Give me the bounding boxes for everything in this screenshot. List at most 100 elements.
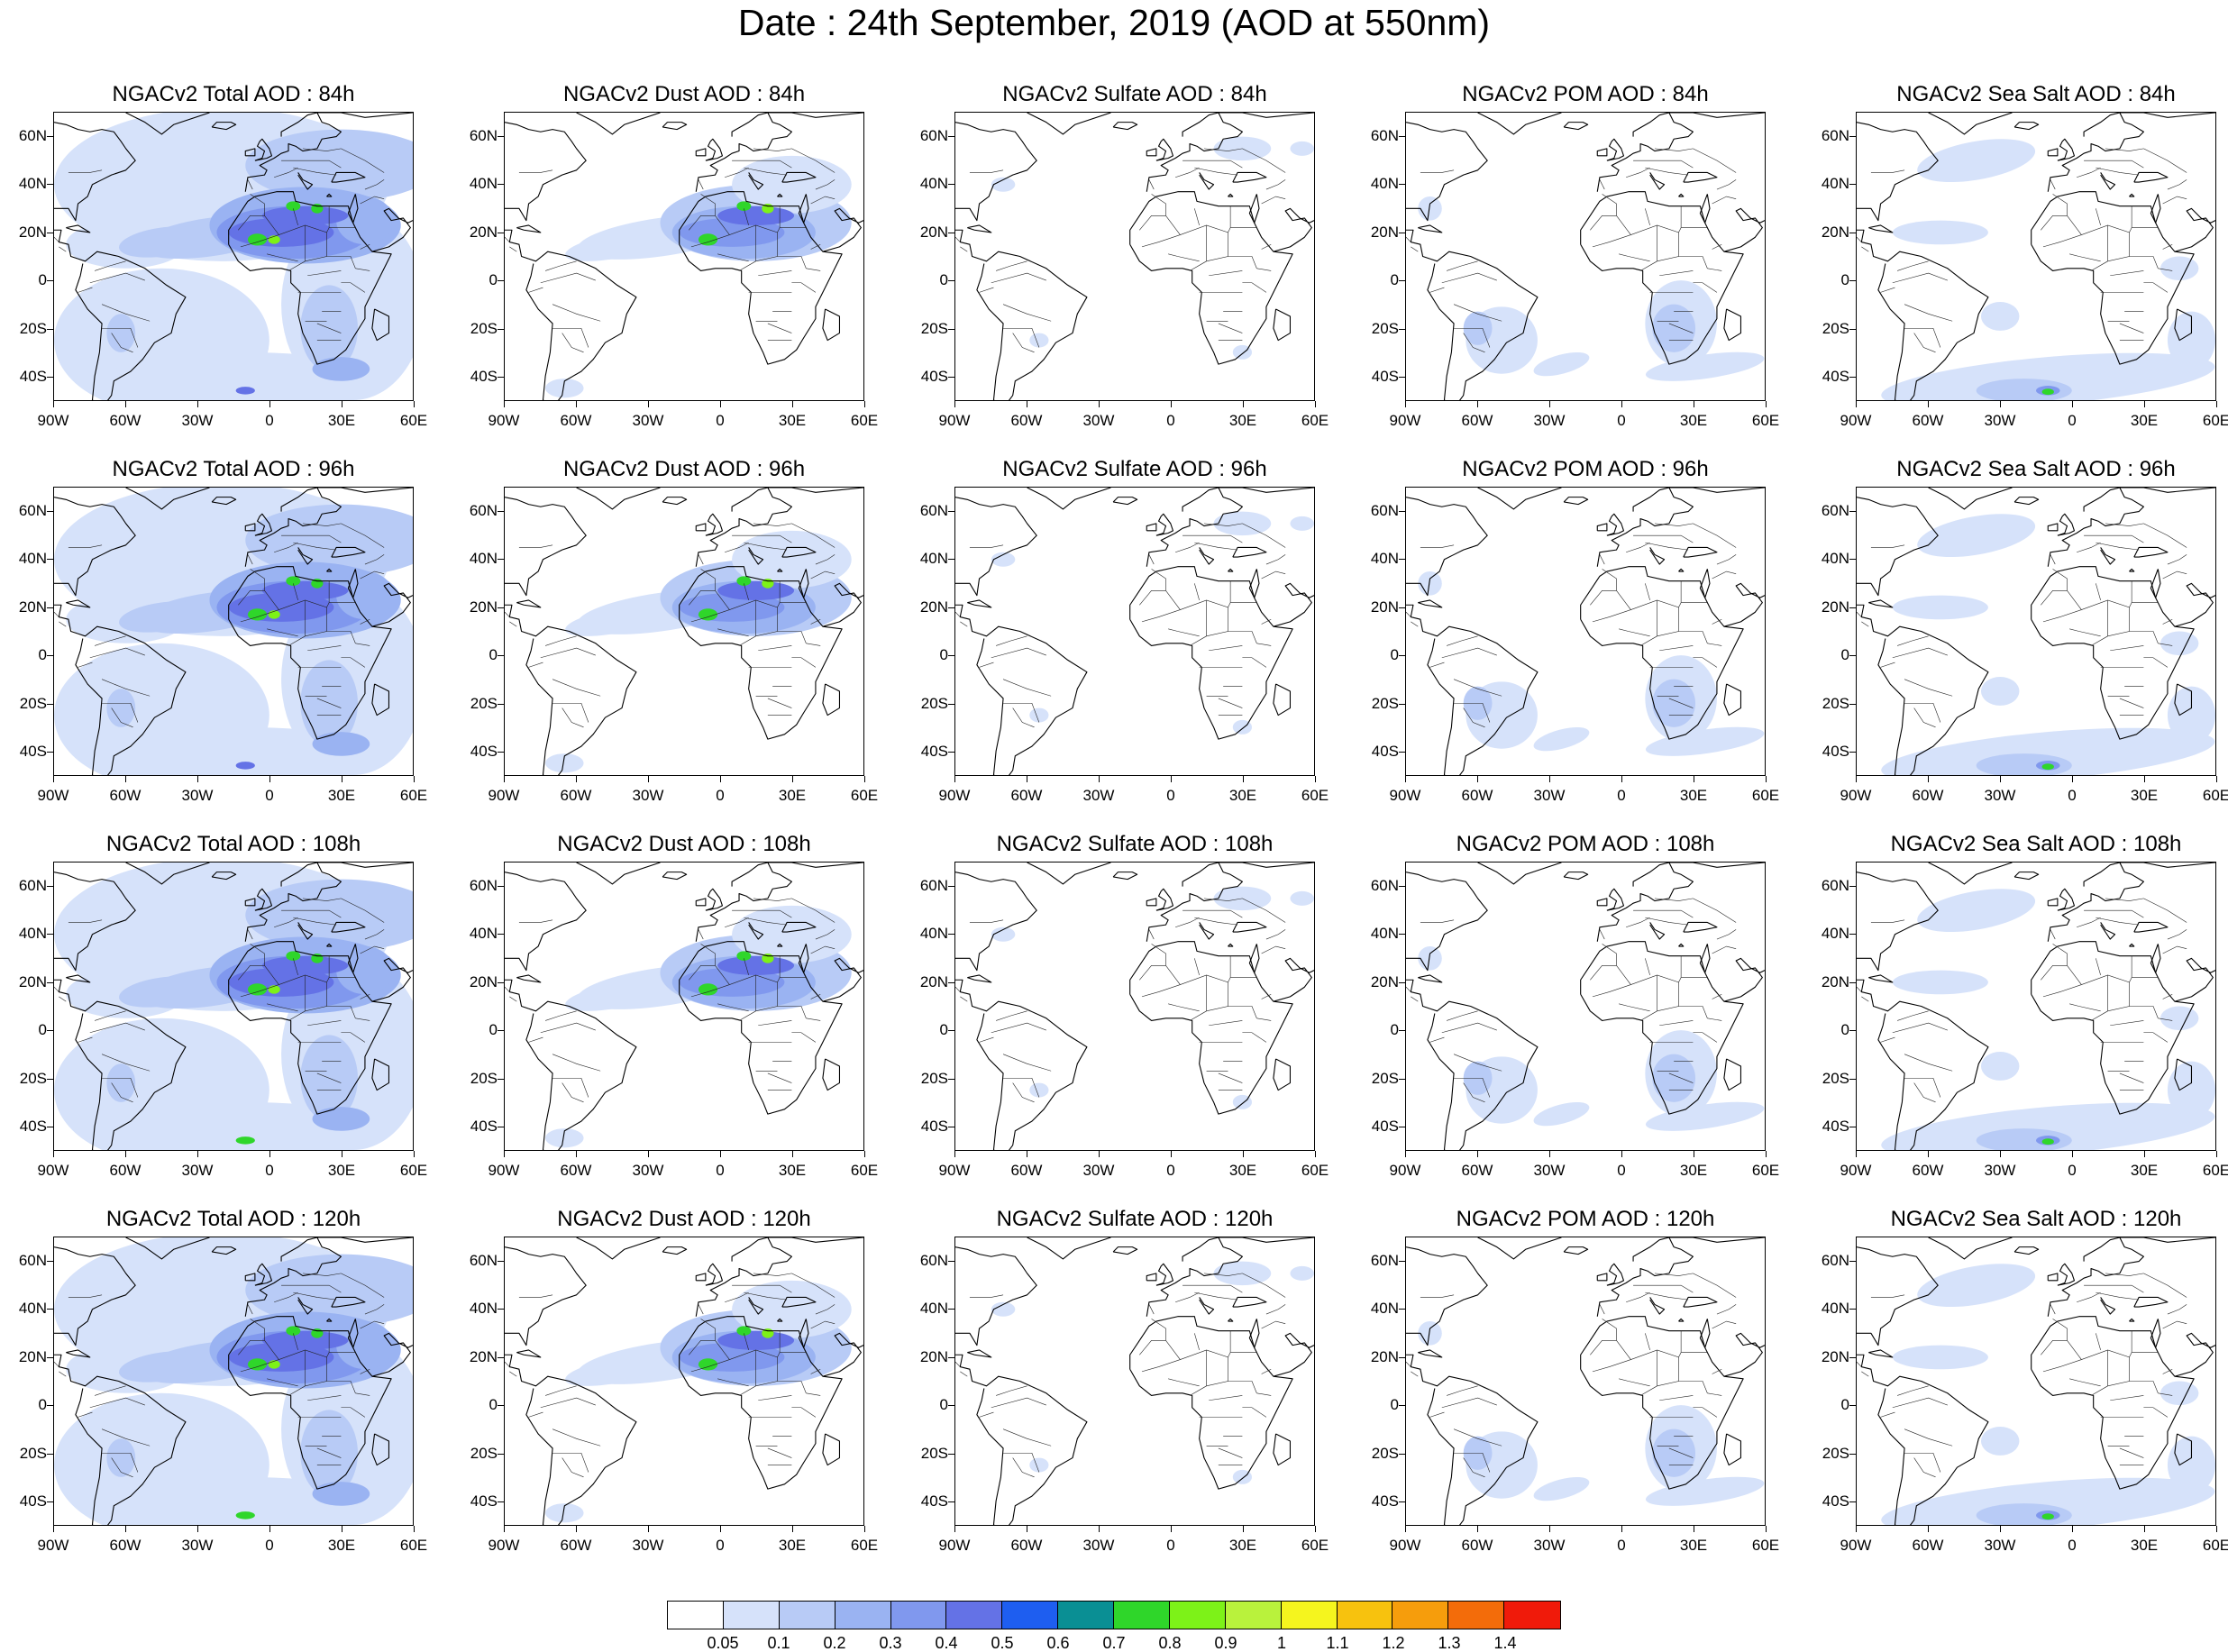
- country-border: [68, 169, 103, 173]
- coastline: [955, 1246, 1037, 1346]
- lat-label: 60N: [1370, 1251, 1399, 1269]
- lon-label: 30E: [778, 412, 807, 429]
- aod-shading: [235, 1511, 255, 1520]
- country-border: [274, 167, 298, 178]
- country-border: [2084, 909, 2144, 918]
- lat-label: 40S: [1822, 1118, 1849, 1136]
- coastline: [1112, 1246, 1138, 1255]
- lat-tick: [47, 1030, 53, 1032]
- country-border: [2096, 208, 2101, 226]
- lat-tick: [1849, 135, 1856, 137]
- country-border: [250, 569, 265, 591]
- country-border: [690, 234, 730, 248]
- coastline: [1112, 497, 1138, 506]
- coastline: [822, 308, 841, 342]
- country-border: [1904, 304, 1953, 322]
- lon-tick: [414, 1151, 415, 1157]
- lon-label: 30W: [1082, 1162, 1115, 1179]
- lon-tick: [1549, 1151, 1550, 1157]
- country-border: [1454, 1452, 1491, 1473]
- lat-tick: [1399, 1501, 1405, 1503]
- country-border: [545, 635, 577, 646]
- map-panel-sulfate-108h: NGACv2 Sulfate AOD : 108h 60N 40N 20N 0 20S 40…: [903, 832, 1354, 1207]
- country-border: [2069, 628, 2101, 637]
- country-border: [991, 1022, 1046, 1034]
- country-border: [715, 215, 730, 235]
- lat-tick: [1849, 607, 1856, 608]
- lat-label: 20S: [1371, 1069, 1399, 1087]
- country-border: [2158, 643, 2173, 646]
- country-border: [1165, 965, 1181, 985]
- lon-tick: [414, 1526, 415, 1532]
- lon-tick: [1477, 401, 1478, 407]
- coastline: [2174, 957, 2215, 1002]
- coastline: [1580, 566, 1744, 740]
- aod-shading: [565, 607, 660, 636]
- country-border: [1592, 609, 1631, 623]
- coastline: [525, 251, 637, 400]
- country-border: [1592, 1359, 1631, 1373]
- country-border: [717, 253, 749, 262]
- lon-label: 30E: [1679, 787, 1708, 804]
- coastline: [1723, 1433, 1742, 1466]
- coastline: [777, 943, 783, 947]
- coastline: [2047, 898, 2059, 907]
- country-border: [1626, 542, 1650, 553]
- country-border: [1180, 974, 1231, 985]
- colorbar-label: 0.8: [1158, 1634, 1182, 1652]
- coastline: [326, 193, 333, 197]
- coastline: [54, 229, 78, 260]
- country-border: [281, 1284, 342, 1293]
- country-border: [59, 621, 67, 627]
- country-border: [2162, 618, 2173, 625]
- country-border: [1406, 987, 1411, 992]
- country-border: [2050, 554, 2056, 565]
- country-border: [777, 1006, 807, 1018]
- country-border: [2110, 1395, 2144, 1401]
- map-panel-total-84h: NGACv2 Total AOD : 84h 60N 40N 20N 0 20S 40S 90…: [2, 82, 452, 457]
- lon-label: 60W: [1010, 412, 1043, 429]
- aod-shading: [2160, 1006, 2199, 1031]
- country-border: [1857, 612, 1862, 617]
- country-border: [505, 1362, 510, 1367]
- country-border: [1657, 607, 1679, 637]
- lon-label: 60E: [1751, 1537, 1780, 1554]
- country-border: [810, 618, 821, 625]
- coastline: [748, 172, 764, 190]
- country-border: [341, 898, 385, 923]
- lon-label: 60W: [1461, 1537, 1493, 1554]
- coastline: [211, 497, 237, 506]
- country-border: [806, 1392, 821, 1396]
- country-border: [111, 333, 133, 353]
- coastline: [1155, 888, 1174, 911]
- coastline: [2100, 547, 2116, 565]
- coastline: [798, 1319, 809, 1348]
- lon-label: 30W: [632, 1537, 664, 1554]
- coastline: [2133, 921, 2169, 933]
- lat-tick: [47, 1309, 53, 1310]
- lat-label: 20S: [19, 319, 47, 337]
- country-border: [1716, 929, 1737, 940]
- lat-label: 0: [939, 271, 948, 289]
- coastline: [2129, 943, 2135, 947]
- lon-tick: [1405, 1151, 1406, 1157]
- lat-label: 40N: [18, 925, 47, 943]
- lon-label: 30W: [181, 412, 214, 429]
- country-border: [1707, 643, 1722, 646]
- country-border: [1892, 1022, 1948, 1034]
- coastline: [280, 863, 342, 887]
- lat-tick: [1399, 377, 1405, 379]
- coastline: [1606, 888, 1625, 911]
- lon-label: 30E: [778, 1162, 807, 1179]
- country-border: [1599, 929, 1605, 940]
- coastline: [1580, 191, 1744, 365]
- country-border: [1602, 569, 1617, 591]
- map-frame: [504, 487, 864, 776]
- coastline: [1632, 1237, 1694, 1262]
- lat-label: 20S: [1822, 319, 1849, 337]
- country-border: [1454, 702, 1491, 723]
- lat-label: 40S: [920, 368, 948, 386]
- country-border: [698, 1304, 704, 1315]
- country-border: [2081, 599, 2132, 610]
- map-frame: [954, 1237, 1315, 1526]
